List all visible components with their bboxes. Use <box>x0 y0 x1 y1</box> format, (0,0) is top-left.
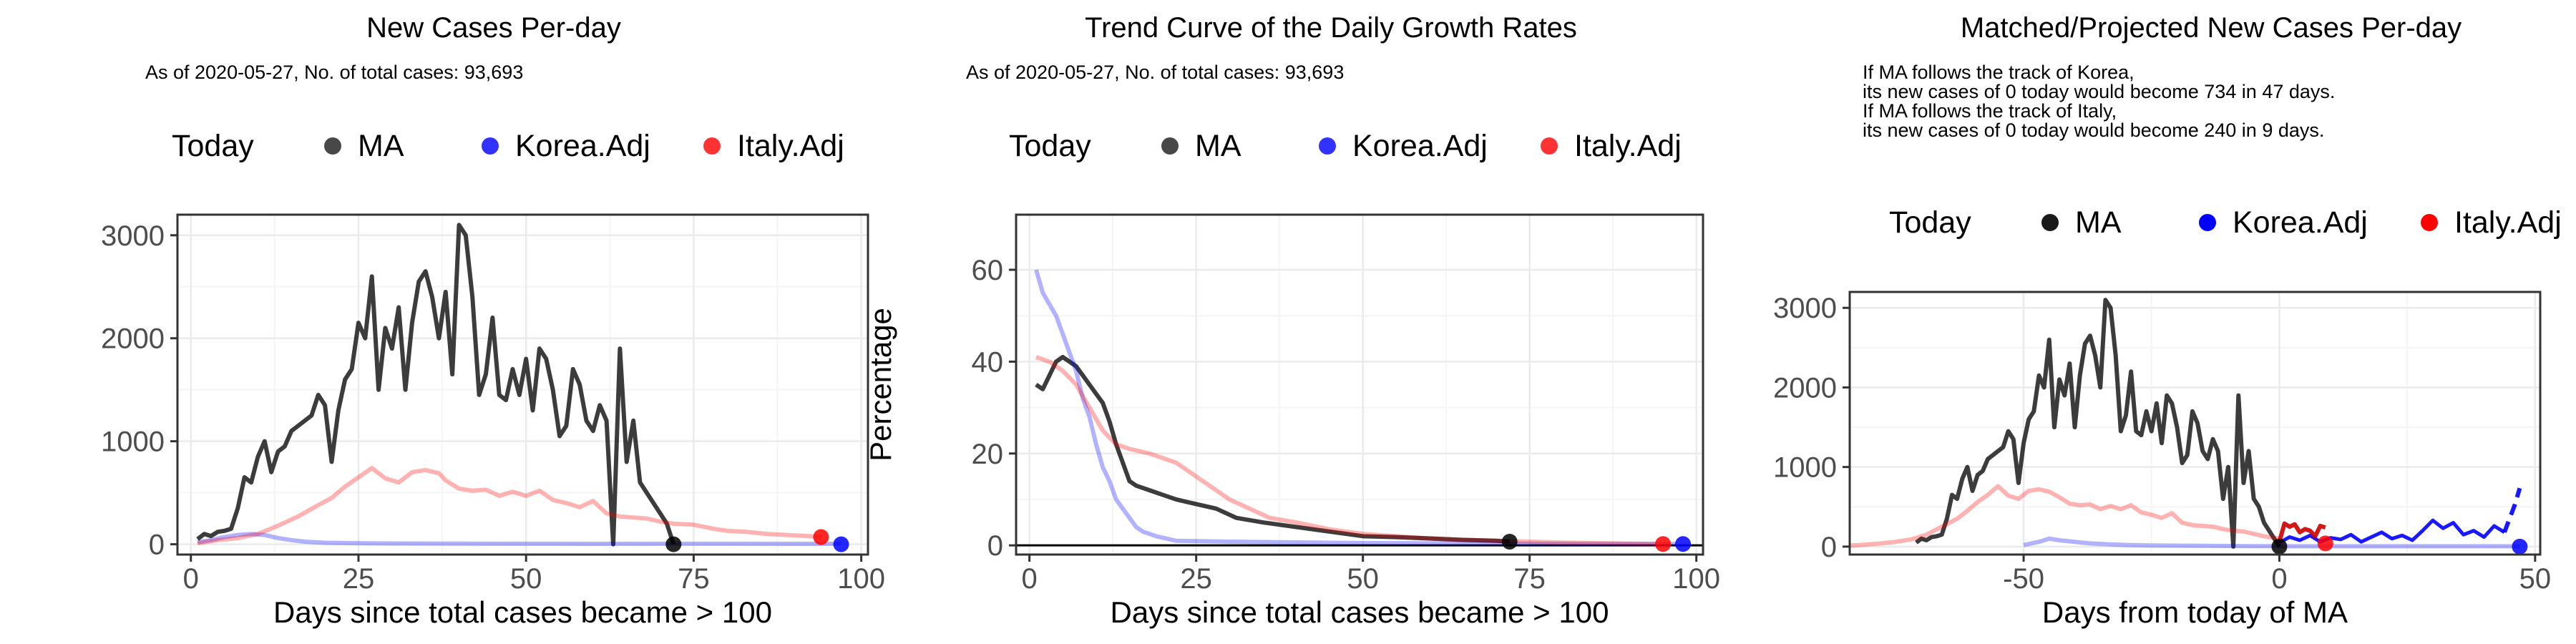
today-point-italy-adj <box>2317 535 2333 552</box>
gridlines <box>177 215 868 555</box>
x-tick-label: 75 <box>678 563 710 595</box>
x-tick-label: 25 <box>1180 563 1212 595</box>
series-projection-dashed <box>2502 487 2522 533</box>
today-point-ma <box>1501 534 1518 550</box>
y-tick-label: 1000 <box>1773 452 1837 484</box>
legend: Today MA Korea.Adj Italy.Adj <box>1889 205 2562 240</box>
series-line-italy-adj <box>1850 484 2280 548</box>
x-axis-label: Days since total cases became > 100 <box>1111 595 1609 629</box>
legend-title: Today <box>1009 129 1091 163</box>
legend-key-dot <box>482 137 499 155</box>
legend: Today MA Korea.Adj Italy.Adj <box>172 129 844 163</box>
series-line-italy-adj <box>2277 521 2326 543</box>
y-tick-label: 40 <box>972 346 1004 378</box>
legend-title: Today <box>172 129 254 163</box>
x-tick-label: 100 <box>1672 563 1720 595</box>
legend-label: MA <box>358 129 404 163</box>
plot-panel <box>1016 215 1703 555</box>
chart-panel-2: Trend Curve of the Daily Growth Rates As … <box>864 12 1720 629</box>
y-tick-label: 3000 <box>101 220 165 252</box>
gridlines <box>1850 292 2540 555</box>
chart-subtitle: its new cases of 0 today would become 24… <box>1863 119 2324 141</box>
legend-key-dot <box>1319 137 1336 155</box>
panel-border <box>176 213 869 556</box>
chart-panel-1: New Cases Per-day As of 2020-05-27, No. o… <box>101 12 885 629</box>
y-tick-label: 0 <box>149 530 165 561</box>
x-tick-label: 50 <box>1347 563 1379 595</box>
legend-key-dot <box>703 137 721 155</box>
x-tick-label: 50 <box>2519 563 2552 595</box>
series-line-korea-adj <box>2023 536 2520 549</box>
plot-panel <box>1850 292 2540 555</box>
legend-key-dot <box>2421 214 2438 231</box>
today-point-ma <box>2271 538 2288 555</box>
today-point-korea-adj <box>2512 538 2528 555</box>
x-tick-label: 75 <box>1513 563 1546 595</box>
y-tick-label: 20 <box>972 439 1004 470</box>
today-point-korea-adj <box>833 536 849 552</box>
legend: Today MA Korea.Adj Italy.Adj <box>1009 129 1682 163</box>
y-tick-label: 2000 <box>101 323 165 355</box>
legend-key-dot <box>324 137 341 155</box>
x-tick-label: 0 <box>1022 563 1038 595</box>
series-line-italy-adj <box>197 466 821 546</box>
chart-title: New Cases Per-day <box>366 12 621 44</box>
chart-subtitle: If MA follows the track of Italy, <box>1863 100 2117 122</box>
panel-border <box>1848 291 2542 556</box>
legend-key-dot <box>2041 214 2059 231</box>
legend-key-dot <box>2199 214 2216 231</box>
gridlines <box>1016 215 1703 555</box>
y-tick-label: 2000 <box>1773 372 1837 404</box>
legend-label: Korea.Adj <box>1352 129 1488 163</box>
today-point-italy-adj <box>1655 536 1672 552</box>
legend-label: Italy.Adj <box>1574 129 1682 163</box>
y-tick-label: 1000 <box>101 426 165 458</box>
series-group <box>196 223 841 547</box>
today-point-ma <box>665 536 682 552</box>
y-tick-label: 0 <box>1821 532 1837 563</box>
x-tick-label: 50 <box>510 563 542 595</box>
legend-title: Today <box>1889 205 1971 240</box>
x-tick-label: 100 <box>837 563 885 595</box>
x-tick-label: 0 <box>2271 563 2287 595</box>
x-tick-label: -50 <box>2003 563 2044 595</box>
legend-label: MA <box>2075 205 2122 240</box>
y-tick-label: 3000 <box>1773 293 1837 324</box>
legend-label: Korea.Adj <box>515 129 650 163</box>
chart-subtitle: As of 2020-05-27, No. of total cases: 93… <box>966 62 1344 83</box>
series-line-korea-adj <box>2278 518 2506 545</box>
series-line-ma <box>1035 354 1510 545</box>
chart-title: Matched/Projected New Cases Per-day <box>1961 12 2462 44</box>
legend-label: MA <box>1195 129 1241 163</box>
legend-label: Italy.Adj <box>2454 205 2562 240</box>
today-point-korea-adj <box>1675 536 1692 552</box>
chart-subtitle: If MA follows the track of Korea, <box>1863 62 2135 83</box>
x-tick-label: 25 <box>343 563 375 595</box>
chart-subtitle: As of 2020-05-27, No. of total cases: 93… <box>145 62 523 83</box>
chart-title: Trend Curve of the Daily Growth Rates <box>1085 12 1577 44</box>
series-line-ma <box>196 223 676 547</box>
series-line-korea-adj <box>1034 269 1677 547</box>
x-axis-label: Days since total cases became > 100 <box>273 595 772 629</box>
y-tick-label: 60 <box>972 255 1004 286</box>
series-line-korea-adj <box>197 532 841 547</box>
y-tick-label: 0 <box>987 530 1003 562</box>
legend-label: Italy.Adj <box>737 129 844 163</box>
legend-key-dot <box>1161 137 1179 155</box>
chart-subtitle: its new cases of 0 today would become 73… <box>1863 81 2335 102</box>
today-point-italy-adj <box>813 529 829 545</box>
panel-border <box>1015 213 1704 556</box>
y-axis-label: Percentage <box>864 308 897 462</box>
x-axis-label: Days from today of MA <box>2042 595 2348 629</box>
series-line-ma <box>1915 298 2281 549</box>
chart-panel-3: Matched/Projected New Cases Per-day If MA… <box>1773 12 2562 629</box>
legend-key-dot <box>1541 137 1558 155</box>
legend-label: Korea.Adj <box>2233 205 2368 240</box>
x-tick-label: 0 <box>183 563 199 595</box>
series-group <box>1850 298 2522 549</box>
